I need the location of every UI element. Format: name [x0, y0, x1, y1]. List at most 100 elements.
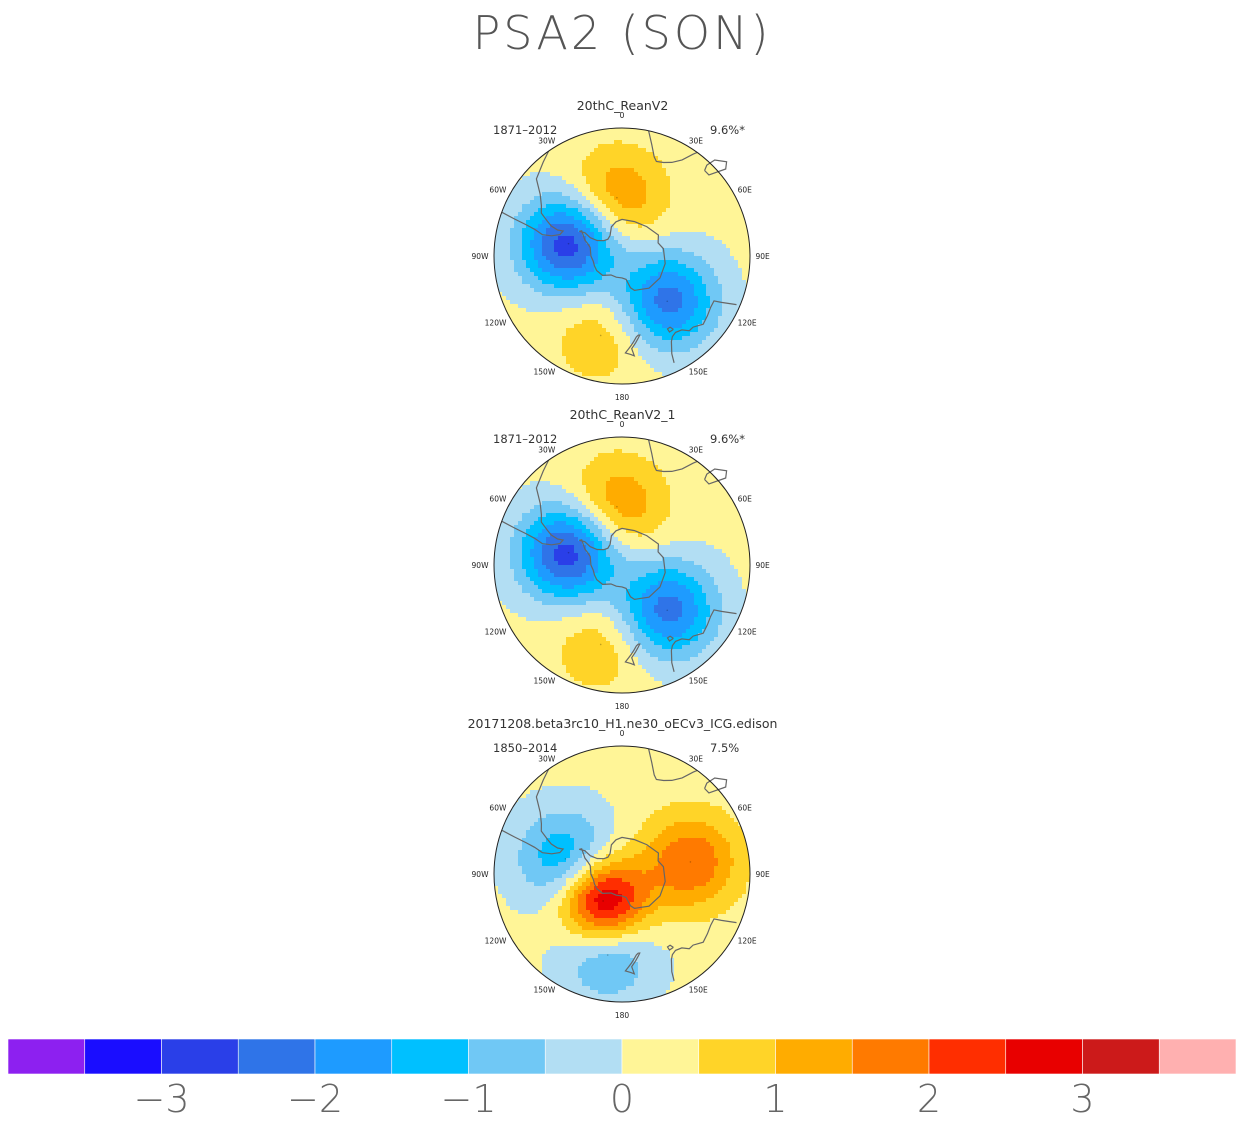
field-cell — [698, 188, 703, 193]
field-cell — [678, 264, 683, 269]
field-cell — [546, 156, 551, 161]
field-cell — [634, 316, 639, 321]
field-cell — [586, 525, 591, 530]
field-cell — [642, 445, 647, 450]
field-cell — [578, 501, 583, 506]
field-cell — [714, 336, 719, 341]
field-cell — [710, 517, 715, 522]
field-cell — [650, 164, 655, 169]
field-cell — [658, 216, 663, 221]
field-cell — [566, 545, 571, 550]
field-cell — [690, 465, 695, 470]
field-cell — [610, 376, 615, 381]
field-cell — [666, 140, 671, 145]
field-cell — [558, 192, 563, 197]
field-cell — [710, 332, 715, 337]
field-cell — [538, 481, 543, 486]
field-cell — [622, 380, 627, 384]
field-cell — [602, 441, 607, 446]
field-cell — [550, 168, 555, 173]
field-cell — [526, 509, 531, 514]
field-cell — [646, 168, 651, 173]
field-cell — [574, 280, 579, 285]
field-cell — [538, 513, 543, 518]
field-cell — [558, 260, 563, 265]
field-cell — [546, 545, 551, 550]
field-cell — [594, 348, 599, 353]
field-cell — [642, 284, 647, 289]
field-cell — [670, 264, 675, 269]
field-cell — [742, 228, 747, 233]
field-cell — [530, 304, 535, 309]
field-cell — [702, 336, 707, 341]
field-cell — [698, 521, 703, 526]
field-cell — [594, 168, 599, 173]
field-cell — [578, 300, 583, 305]
field-cell — [706, 316, 711, 321]
field-cell — [666, 529, 671, 534]
field-cell — [566, 304, 571, 309]
field-cell — [522, 328, 527, 333]
field-cell — [606, 477, 611, 482]
field-cell — [650, 212, 655, 217]
field-cell — [686, 236, 691, 241]
field-cell — [566, 336, 571, 341]
field-cell — [562, 465, 567, 470]
field-cell — [554, 236, 559, 241]
field-cell — [670, 224, 675, 229]
field-cell — [714, 240, 719, 245]
field-cell — [542, 489, 547, 494]
field-cell — [590, 280, 595, 285]
field-cell — [706, 517, 711, 522]
field-cell — [582, 453, 587, 458]
field-cell — [650, 533, 655, 538]
field-cell — [514, 260, 519, 265]
field-cell — [594, 521, 599, 526]
field-cell — [678, 497, 683, 502]
field-cell — [622, 360, 627, 365]
field-cell — [614, 260, 619, 265]
field-cell — [614, 164, 619, 169]
field-cell — [718, 304, 723, 309]
field-cell — [634, 517, 639, 522]
field-cell — [650, 236, 655, 241]
field-cell — [718, 204, 723, 209]
field-cell — [522, 280, 527, 285]
field-cell — [566, 549, 571, 554]
field-cell — [682, 453, 687, 458]
field-cell — [618, 256, 623, 261]
field-cell — [522, 184, 527, 189]
field-cell — [698, 525, 703, 530]
field-cell — [634, 272, 639, 277]
field-cell — [726, 553, 731, 558]
field-cell — [646, 172, 651, 177]
field-cell — [590, 316, 595, 321]
field-cell — [550, 505, 555, 510]
field-cell — [658, 485, 663, 490]
field-cell — [498, 228, 503, 233]
field-cell — [550, 292, 555, 297]
field-cell — [570, 352, 575, 357]
field-cell — [618, 364, 623, 369]
field-cell — [602, 152, 607, 157]
field-cell — [686, 160, 691, 165]
field-cell — [554, 340, 559, 345]
field-cell — [686, 485, 691, 490]
field-cell — [618, 497, 623, 502]
field-cell — [558, 248, 563, 253]
field-cell — [522, 264, 527, 269]
field-cell — [526, 549, 531, 554]
field-cell — [646, 445, 651, 450]
field-cell — [586, 256, 591, 261]
field-cell — [690, 336, 695, 341]
field-cell — [558, 296, 563, 301]
field-cell — [670, 216, 675, 221]
field-cell — [606, 449, 611, 454]
field-cell — [550, 553, 555, 558]
field-cell — [570, 160, 575, 165]
field-cell — [670, 537, 675, 542]
field-cell — [610, 280, 615, 285]
field-cell — [574, 284, 579, 289]
field-cell — [630, 505, 635, 510]
